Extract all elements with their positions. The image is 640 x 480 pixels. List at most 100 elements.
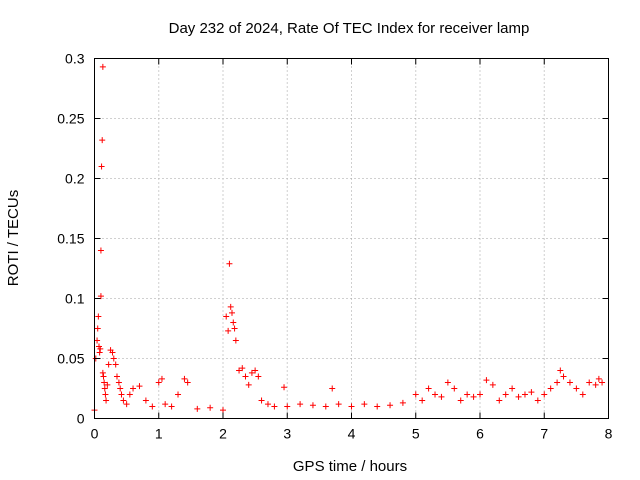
data-point	[258, 397, 265, 404]
data-point	[239, 365, 246, 372]
x-tick-label: 1	[155, 426, 163, 442]
data-point	[126, 391, 133, 398]
data-point	[97, 247, 104, 254]
data-point	[444, 379, 451, 386]
data-point	[425, 385, 432, 392]
data-point	[228, 309, 235, 316]
data-point	[94, 337, 101, 344]
data-point	[117, 385, 124, 392]
data-point	[252, 367, 259, 374]
data-point	[387, 402, 394, 409]
x-tick-label: 3	[283, 426, 291, 442]
data-point	[557, 367, 564, 374]
y-tick-label: 0.25	[57, 111, 84, 127]
data-point	[271, 403, 278, 410]
x-tick-label: 4	[348, 426, 356, 442]
data-point	[502, 391, 509, 398]
data-point	[419, 397, 426, 404]
data-point	[231, 325, 238, 332]
data-point	[232, 337, 239, 344]
data-point	[509, 385, 516, 392]
data-point	[264, 401, 271, 408]
data-point	[105, 361, 112, 368]
data-point	[438, 393, 445, 400]
data-point	[207, 404, 214, 411]
data-point	[97, 345, 104, 352]
data-point	[94, 325, 101, 332]
data-point	[586, 379, 593, 386]
data-point	[284, 403, 291, 410]
data-point	[432, 391, 439, 398]
data-point	[118, 391, 125, 398]
data-point	[309, 402, 316, 409]
data-point	[477, 391, 483, 398]
data-point	[101, 379, 108, 386]
data-point	[560, 373, 567, 380]
data-point	[227, 303, 234, 310]
data-point	[451, 385, 458, 392]
data-point	[103, 397, 110, 404]
data-points	[91, 63, 606, 414]
data-point	[399, 399, 406, 406]
data-point	[412, 391, 419, 398]
data-point	[595, 375, 602, 382]
data-point	[335, 401, 342, 408]
data-point	[155, 379, 162, 386]
data-point	[100, 373, 107, 380]
data-point	[162, 401, 169, 408]
data-point	[566, 379, 573, 386]
x-tick-label: 8	[605, 426, 613, 442]
y-tick-label: 0.2	[65, 171, 85, 187]
data-point	[554, 379, 561, 386]
data-point	[242, 373, 249, 380]
data-point	[175, 391, 182, 398]
y-tick-label: 0.05	[57, 351, 84, 367]
data-point	[236, 367, 243, 374]
data-point	[599, 379, 606, 386]
data-point	[104, 381, 111, 388]
data-point	[120, 397, 127, 404]
data-point	[483, 377, 490, 384]
data-point	[99, 63, 106, 70]
data-point	[99, 137, 106, 144]
y-tick-label: 0.3	[65, 51, 85, 67]
y-tick-label: 0.15	[57, 231, 84, 247]
data-point	[96, 349, 103, 356]
data-point	[528, 389, 535, 396]
data-point	[98, 163, 105, 170]
data-point	[248, 369, 255, 376]
x-tick-label: 7	[540, 426, 548, 442]
data-point	[322, 403, 329, 410]
data-point	[297, 401, 304, 408]
data-point	[220, 407, 226, 414]
x-tick-label: 0	[91, 426, 99, 442]
data-point	[521, 391, 528, 398]
data-point	[541, 391, 548, 398]
y-tick-label: 0	[77, 411, 85, 427]
data-point	[123, 401, 130, 408]
x-tick-label: 2	[219, 426, 227, 442]
x-axis-label: GPS time / hours	[293, 458, 407, 475]
plot-frame	[94, 58, 609, 419]
data-point	[142, 397, 149, 404]
data-point	[579, 391, 586, 398]
data-point	[112, 361, 119, 368]
data-point	[457, 397, 464, 404]
data-point	[534, 397, 541, 404]
data-point	[102, 391, 109, 398]
grid-lines	[94, 58, 609, 419]
data-point	[230, 319, 237, 326]
chart-title: Day 232 of 2024, Rate Of TEC Index for r…	[169, 20, 530, 37]
data-point	[361, 401, 368, 408]
data-point	[101, 385, 108, 392]
data-point	[113, 373, 120, 380]
data-point	[168, 403, 175, 410]
x-tick-label: 6	[476, 426, 484, 442]
data-point	[374, 403, 381, 410]
data-point	[573, 385, 580, 392]
data-point	[489, 381, 496, 388]
data-point	[115, 379, 122, 386]
data-point	[225, 327, 232, 334]
data-point	[110, 355, 117, 362]
